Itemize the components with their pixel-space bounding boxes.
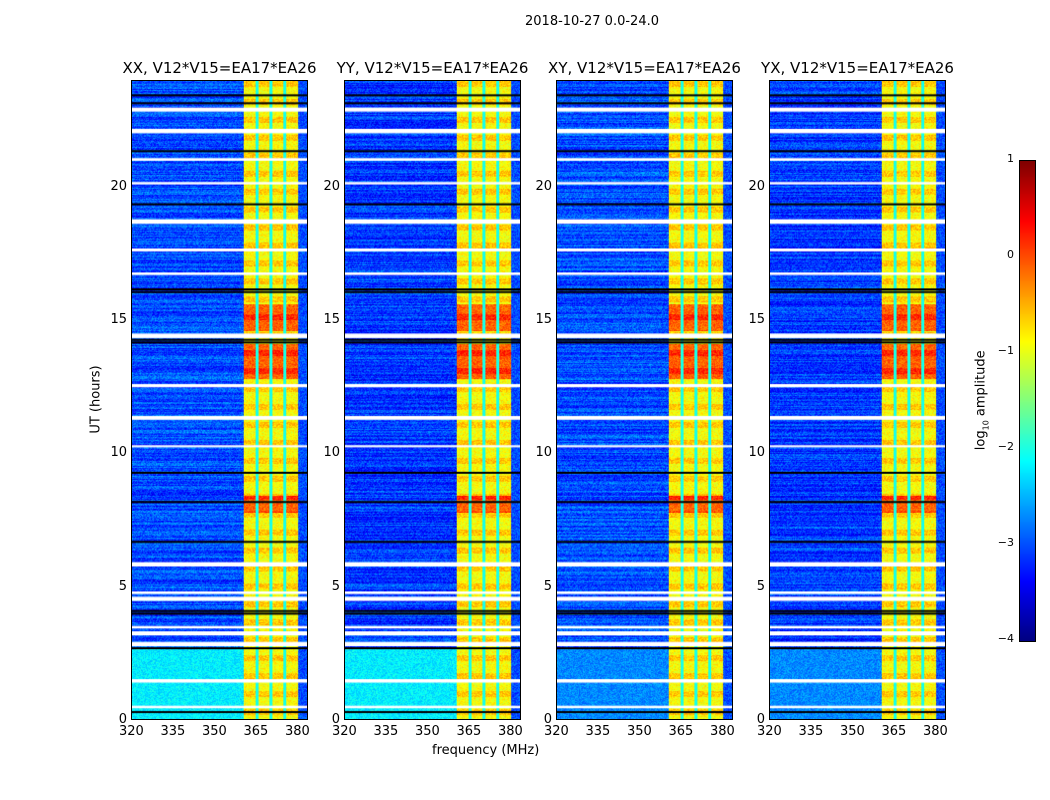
x-tick-label: 380 [497, 724, 523, 739]
y-tick-label: 15 [535, 312, 552, 327]
colorbar-tick-label: −3 [997, 536, 1014, 549]
y-tick-label: 20 [323, 178, 340, 194]
y-tick-label: 20 [748, 178, 765, 194]
y-tick-label: 5 [331, 578, 340, 594]
x-tick-label: 380 [922, 724, 948, 739]
spectrogram-panel [556, 80, 733, 720]
spectrogram-panel [769, 80, 946, 720]
y-tick-label: 20 [110, 178, 127, 194]
colorbar-label: log10 amplitude [973, 350, 991, 451]
panel-title: YY, V12*V15=EA17*EA26 [336, 59, 529, 77]
colorbar [1019, 160, 1036, 642]
colorbar-tick-label: −2 [997, 440, 1014, 453]
x-tick-label: 350 [839, 724, 865, 739]
y-tick-label: 10 [748, 445, 765, 461]
x-tick-label: 365 [456, 724, 482, 739]
x-tick-label: 320 [119, 724, 144, 739]
colorbar-tick-label: −4 [997, 632, 1014, 645]
colorbar-tick-label: 1 [1007, 152, 1014, 165]
figure-title: 2018-10-27 0.0-24.0 [525, 14, 659, 29]
y-tick-label: 0 [118, 712, 127, 727]
y-tick-label: 10 [323, 445, 340, 461]
x-tick-label: 365 [668, 724, 694, 739]
x-tick-label: 350 [201, 724, 227, 739]
spectrogram-panel [344, 80, 521, 720]
x-tick-label: 350 [626, 724, 652, 739]
x-tick-label: 380 [284, 724, 310, 739]
y-tick-label: 0 [543, 712, 552, 727]
x-tick-label: 365 [881, 724, 907, 739]
x-tick-label: 335 [373, 724, 399, 739]
y-tick-label: 0 [331, 712, 340, 727]
x-tick-label: 320 [332, 724, 357, 739]
y-tick-label: 20 [535, 178, 552, 194]
x-tick-label: 350 [414, 724, 440, 739]
y-tick-label: 15 [323, 312, 340, 327]
x-tick-label: 380 [709, 724, 735, 739]
colorbar-tick-label: 0 [1007, 248, 1014, 261]
colorbar-tick-label: −1 [997, 344, 1014, 357]
x-tick-label: 320 [544, 724, 569, 739]
panel-title: XX, V12*V15=EA17*EA26 [122, 59, 317, 77]
y-tick-label: 15 [110, 312, 127, 327]
x-axis-label: frequency (MHz) [432, 743, 540, 758]
y-tick-label: 5 [118, 578, 127, 594]
x-tick-label: 335 [160, 724, 186, 739]
panel-title: YX, V12*V15=EA17*EA26 [761, 59, 954, 77]
x-tick-label: 365 [243, 724, 269, 739]
y-tick-label: 0 [756, 712, 765, 727]
y-tick-label: 5 [543, 578, 552, 594]
y-tick-label: 10 [110, 445, 127, 461]
panel-title: XY, V12*V15=EA17*EA26 [548, 59, 741, 77]
y-tick-label: 15 [748, 312, 765, 327]
x-tick-label: 335 [585, 724, 611, 739]
y-tick-label: 5 [756, 578, 765, 594]
spectrogram-panel [131, 80, 308, 720]
x-tick-label: 320 [757, 724, 782, 739]
y-tick-label: 10 [535, 445, 552, 461]
x-tick-label: 335 [798, 724, 824, 739]
y-axis-label: UT (hours) [88, 365, 104, 434]
